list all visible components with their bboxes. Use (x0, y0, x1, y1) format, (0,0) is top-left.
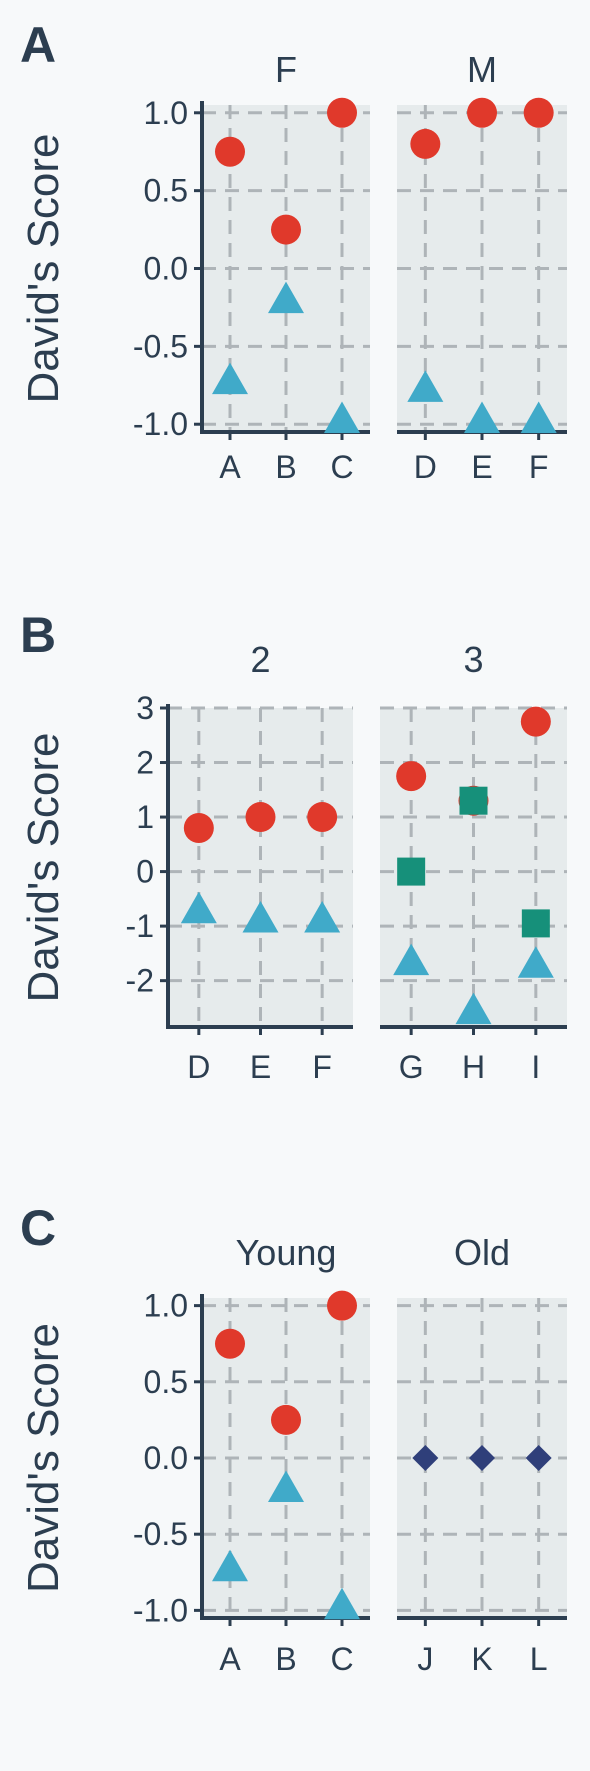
data-point-triangle (324, 401, 360, 434)
data-point-circle (467, 97, 497, 128)
facet-2: M D E F (397, 49, 567, 485)
facet-2: Old J K L (397, 1232, 567, 1677)
data-point-triangle (464, 401, 500, 434)
y-tick-label: -1.0 (133, 1592, 188, 1628)
data-point-diamond (525, 1445, 552, 1471)
data-point-circle (215, 136, 245, 167)
x-tick-label: L (530, 1641, 548, 1677)
panel-label: A (20, 17, 56, 73)
y-axis-label: David's Score (19, 133, 68, 403)
data-point-circle (410, 128, 441, 159)
data-point-circle (520, 706, 551, 737)
data-point-circle (271, 214, 301, 245)
data-point-circle (307, 802, 338, 833)
facet-2: 3 G H I (380, 639, 567, 1085)
y-tick-label: 1.0 (144, 95, 188, 131)
facet-title: F (275, 49, 297, 90)
y-tick-label: 3 (136, 690, 154, 726)
facet-title: Young (236, 1232, 337, 1273)
x-tick-label: B (275, 449, 296, 485)
facet-1: 2 D E F 3 2 1 0 -1 -2 (126, 639, 353, 1085)
x-tick-label: D (187, 1049, 210, 1085)
x-tick-label: G (399, 1049, 424, 1085)
y-tick-label: 2 (136, 745, 154, 781)
y-tick-label: -0.5 (133, 1516, 188, 1552)
data-point-circle (396, 761, 427, 792)
panel-label: B (20, 607, 56, 663)
y-axis-label: David's Score (19, 732, 68, 1002)
y-tick-label: 0.5 (144, 1364, 188, 1400)
x-tick-label: H (462, 1049, 485, 1085)
data-point-triangle (455, 992, 492, 1025)
facet-title: 3 (463, 639, 483, 680)
x-tick-label: E (250, 1049, 271, 1085)
y-tick-label: -2 (126, 963, 154, 999)
data-point-square (521, 909, 550, 938)
data-point-triangle (393, 943, 430, 976)
panel-label: C (20, 1200, 56, 1256)
data-point-triangle (520, 401, 557, 434)
data-point-diamond (412, 1445, 439, 1471)
data-point-circle (327, 97, 357, 128)
data-point-triangle (324, 1587, 360, 1620)
x-tick-label: C (330, 449, 353, 485)
y-tick-label: -1 (126, 908, 154, 944)
panel-b: B David's Score 2 D E F 3 2 1 0 -1 -2 3 G H I (19, 607, 567, 1085)
facet-1: F A B C 1.0 0.5 0.0 -0.5 -1.0 (133, 49, 370, 485)
data-point-circle (523, 97, 554, 128)
y-tick-label: -1.0 (133, 406, 188, 442)
x-tick-label: C (330, 1641, 353, 1677)
data-point-triangle (517, 946, 554, 978)
x-tick-label: B (275, 1641, 296, 1677)
x-tick-label: K (471, 1641, 492, 1677)
facet-title: 2 (250, 639, 270, 680)
facet-1: Young A B C 1.0 0.5 0.0 -0.5 -1.0 (133, 1232, 370, 1677)
data-point-triangle (268, 281, 304, 314)
y-tick-label: 0.5 (144, 173, 188, 209)
x-tick-label: F (529, 449, 549, 485)
data-point-diamond (469, 1445, 495, 1471)
x-tick-label: I (531, 1049, 540, 1085)
x-tick-label: A (219, 1641, 241, 1677)
facet-title: M (467, 49, 497, 90)
data-point-triangle (407, 370, 444, 402)
data-point-circle (245, 802, 276, 833)
x-tick-label: E (471, 449, 492, 485)
x-tick-label: A (219, 449, 241, 485)
facet-title: Old (454, 1232, 510, 1273)
data-point-square (397, 857, 426, 886)
y-tick-label: 0 (136, 854, 154, 890)
y-tick-label: 1.0 (144, 1288, 188, 1324)
y-tick-label: 0.0 (144, 1440, 188, 1476)
x-tick-label: J (417, 1641, 433, 1677)
data-point-triangle (242, 901, 279, 933)
y-axis-label: David's Score (19, 1323, 68, 1593)
data-point-circle (327, 1290, 357, 1321)
y-tick-label: -0.5 (133, 328, 188, 364)
x-tick-label: F (312, 1049, 332, 1085)
x-tick-label: D (414, 449, 437, 485)
data-point-triangle (268, 1470, 304, 1502)
data-point-circle (183, 812, 214, 843)
y-tick-label: 0.0 (144, 251, 188, 287)
data-point-circle (271, 1404, 301, 1435)
y-tick-label: 1 (136, 799, 154, 835)
data-point-triangle (212, 362, 248, 395)
data-point-triangle (304, 901, 341, 933)
data-point-triangle (212, 1549, 248, 1582)
data-point-square (459, 786, 488, 815)
data-point-circle (215, 1328, 245, 1359)
data-point-triangle (180, 891, 217, 924)
